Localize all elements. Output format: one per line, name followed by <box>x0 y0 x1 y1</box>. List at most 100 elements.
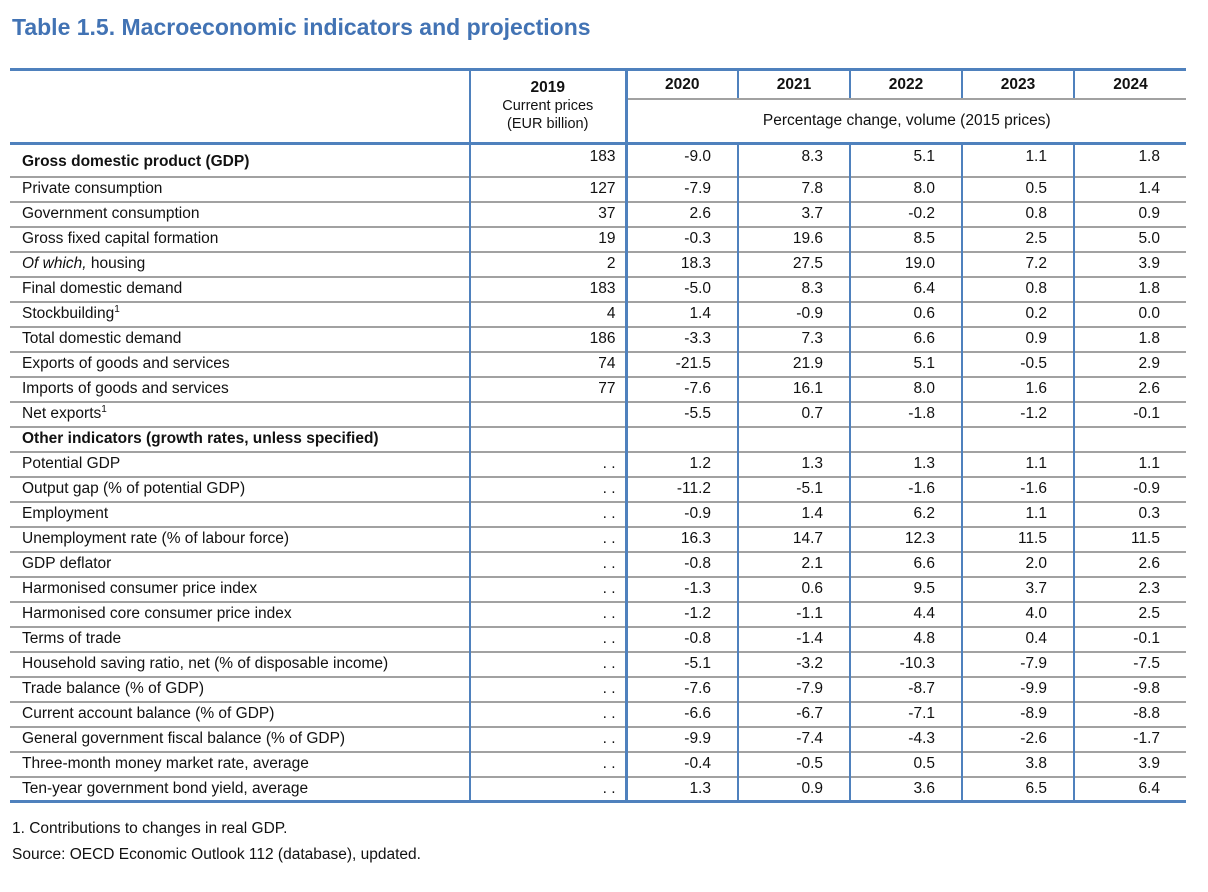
row-label: Harmonised core consumer price index <box>10 600 470 627</box>
cell-2023: 0.2 <box>961 300 1074 327</box>
cell-2023: 2.0 <box>961 550 1074 577</box>
cell-2021: 1.4 <box>737 500 850 527</box>
cell-2024: -1.7 <box>1073 725 1186 752</box>
cell-2020: -0.8 <box>625 625 738 652</box>
cell-2020: -9.9 <box>625 725 738 752</box>
cell-2023: -2.6 <box>961 725 1074 752</box>
units-header-row: Percentage change, volume (2015 prices) <box>10 98 1186 145</box>
row-label: Three-month money market rate, average <box>10 750 470 777</box>
cell-2020: -1.3 <box>625 575 738 602</box>
cell-2024: 2.6 <box>1073 375 1186 402</box>
cell-2024: 2.5 <box>1073 600 1186 627</box>
row-label: Household saving ratio, net (% of dispos… <box>10 650 470 677</box>
cell-2024: -0.1 <box>1073 625 1186 652</box>
col-2019-header: 2019 Current prices (EUR billion) <box>470 68 628 145</box>
cell-2021: -1.1 <box>737 600 850 627</box>
cell-2020: 1.3 <box>625 775 738 803</box>
cell-2023: 4.0 <box>961 600 1074 627</box>
cell-2024: 3.9 <box>1073 750 1186 777</box>
cell-2022: -1.8 <box>849 400 962 427</box>
cell-2021: 0.9 <box>737 775 850 803</box>
year-2023-header: 2023 <box>961 68 1074 100</box>
cell-2022: 4.4 <box>849 600 962 627</box>
cell-2021: 7.8 <box>737 175 850 202</box>
corner-cell <box>10 68 471 145</box>
table-row: Harmonised core consumer price index. . -… <box>10 600 1186 627</box>
cell-2019: . . <box>469 650 628 677</box>
cell-2022: 6.6 <box>849 550 962 577</box>
cell-2019: 2 <box>469 250 628 277</box>
cell-2019 <box>469 425 628 452</box>
table-row: Potential GDP. . 1.2 1.3 1.3 1.1 1.1 <box>10 450 1186 477</box>
cell-2020: -6.6 <box>625 700 738 727</box>
cell-2021: -0.9 <box>737 300 850 327</box>
cell-2019: . . <box>469 600 628 627</box>
row-label: Total domestic demand <box>10 325 470 352</box>
row-label: Output gap (% of potential GDP) <box>10 475 470 502</box>
cell-2022: 0.6 <box>849 300 962 327</box>
cell-2019: . . <box>469 725 628 752</box>
cell-2023: 2.5 <box>961 225 1074 252</box>
cell-2023: -9.9 <box>961 675 1074 702</box>
cell-2022: 5.1 <box>849 142 962 177</box>
cell-2020: -11.2 <box>625 475 738 502</box>
table-row: Output gap (% of potential GDP). . -11.2-… <box>10 475 1186 502</box>
cell-2020: -5.1 <box>625 650 738 677</box>
cell-2019 <box>469 400 628 427</box>
row-label: Other indicators (growth rates, unless s… <box>10 425 470 452</box>
row-label: Harmonised consumer price index <box>10 575 470 602</box>
row-label: Employment <box>10 500 470 527</box>
table-row: Private consumption 127 -7.9 7.8 8.0 0.5 1.4 <box>10 175 1186 202</box>
cell-2020: -0.4 <box>625 750 738 777</box>
table-row: Employment. . -0.9 1.4 6.2 1.1 0.3 <box>10 500 1186 527</box>
cell-2024: 1.8 <box>1073 275 1186 302</box>
cell-2024: -8.8 <box>1073 700 1186 727</box>
cell-2024: 1.4 <box>1073 175 1186 202</box>
cell-2022 <box>849 425 962 452</box>
table-row: General government fiscal balance (% of … <box>10 725 1186 752</box>
cell-2019: 183 <box>469 275 628 302</box>
cell-2020: -9.0 <box>625 142 738 177</box>
cell-2019: 4 <box>469 300 628 327</box>
cell-2020: 18.3 <box>625 250 738 277</box>
cell-2023: 1.1 <box>961 142 1074 177</box>
cell-2021: -6.7 <box>737 700 850 727</box>
cell-2023: 3.7 <box>961 575 1074 602</box>
cell-2019: 77 <box>469 375 628 402</box>
year-header-row: 2019 Current prices (EUR billion) 2020 2… <box>10 68 1186 145</box>
cell-2022: -7.1 <box>849 700 962 727</box>
cell-2024: 3.9 <box>1073 250 1186 277</box>
cell-2022: -0.2 <box>849 200 962 227</box>
table-row: Ten-year government bond yield, average.… <box>10 775 1186 803</box>
cell-2024: 5.0 <box>1073 225 1186 252</box>
cell-2024: 2.3 <box>1073 575 1186 602</box>
cell-2020: -0.9 <box>625 500 738 527</box>
cell-2024: -0.1 <box>1073 400 1186 427</box>
cell-2023: -0.5 <box>961 350 1074 377</box>
cell-2023 <box>961 425 1074 452</box>
cell-2023: -8.9 <box>961 700 1074 727</box>
year-2024-header: 2024 <box>1073 68 1186 100</box>
cell-2020: -0.8 <box>625 550 738 577</box>
cell-2021: -1.4 <box>737 625 850 652</box>
cell-2021: 8.3 <box>737 142 850 177</box>
cell-2020: -7.6 <box>625 675 738 702</box>
cell-2021: 2.1 <box>737 550 850 577</box>
year-2022-header: 2022 <box>849 68 962 100</box>
cell-2021: 0.7 <box>737 400 850 427</box>
cell-2022: 8.0 <box>849 375 962 402</box>
cell-2023: 6.5 <box>961 775 1074 803</box>
table-header: 2019 Current prices (EUR billion) 2020 2… <box>10 68 1186 145</box>
table-row: Terms of trade. . -0.8 -1.4 4.8 0.4 -0.1 <box>10 625 1186 652</box>
cell-2020: 1.2 <box>625 450 738 477</box>
cell-2024 <box>1073 425 1186 452</box>
cell-2019: . . <box>469 775 628 803</box>
table-row: Final domestic demand 183 -5.0 8.3 6.4 0.8 1.8 <box>10 275 1186 302</box>
footnotes: 1. Contributions to changes in real GDP.… <box>12 816 421 868</box>
cell-2019: . . <box>469 750 628 777</box>
cell-2023: 7.2 <box>961 250 1074 277</box>
table-row: Other indicators (growth rates, unless s… <box>10 425 1186 452</box>
cell-2019: . . <box>469 575 628 602</box>
cell-2022: 6.4 <box>849 275 962 302</box>
